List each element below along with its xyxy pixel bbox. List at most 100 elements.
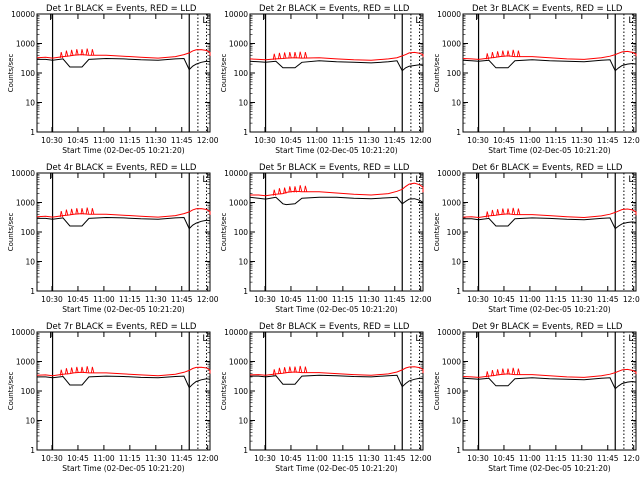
y-tick-label: 1	[456, 446, 461, 455]
x-tick-label: 12:00	[623, 454, 640, 463]
y-tick-label: 10000	[437, 169, 461, 178]
lld-spike	[64, 209, 69, 216]
series-line-lld	[36, 208, 211, 218]
lld-spike	[283, 52, 287, 59]
x-tick-label: 10:45	[493, 136, 515, 145]
lld-spike	[293, 366, 297, 373]
series-line-events	[37, 375, 211, 389]
lld-spike	[283, 367, 287, 374]
x-tick-label: 11:30	[145, 136, 167, 145]
x-tick-label: 10:30	[254, 295, 276, 304]
plot-frame	[36, 172, 211, 292]
x-tick-label: 10:30	[467, 295, 489, 304]
x-tick-label: 10:45	[280, 136, 302, 145]
y-tick-label: 100	[21, 228, 36, 237]
lld-spike	[516, 50, 521, 57]
x-tick-label: 11:45	[384, 136, 406, 145]
detector-panel-2: Det 2r BLACK = Events, RED = LLD 1 10 100 10…	[220, 4, 432, 155]
lld-spike	[293, 51, 297, 59]
lld-spike	[303, 185, 308, 192]
lld-spike	[64, 50, 69, 57]
series-line-events	[462, 59, 637, 72]
y-tick-label: 10	[451, 258, 461, 267]
y-tick-label: 10000	[224, 10, 248, 19]
x-tick-label: 12:00	[197, 295, 219, 304]
y-tick-label: 100	[447, 387, 462, 396]
y-tick-label: 10000	[224, 169, 248, 178]
x-tick-label: 11:15	[332, 295, 354, 304]
lld-spike	[485, 371, 490, 378]
detector-panel-5: Det 5r BLACK = Events, RED = LLD 1 10 100 10…	[220, 163, 432, 314]
x-tick-label: 11:45	[171, 136, 193, 145]
y-tick-label: 10000	[437, 328, 461, 337]
y-axis-label: Counts/sec	[433, 213, 441, 252]
lld-spike	[516, 368, 521, 375]
x-tick-label: 11:15	[545, 454, 567, 463]
y-tick-label: 10	[25, 258, 35, 267]
lld-spike	[506, 50, 510, 57]
plot-frame	[249, 13, 424, 133]
y-tick-label: 1	[456, 128, 461, 137]
y-axis-label: Counts/sec	[220, 372, 228, 411]
x-tick-label: 10:45	[493, 295, 515, 304]
lld-spike	[59, 51, 64, 59]
l-marker: L	[628, 16, 633, 26]
series-line-lld	[249, 366, 424, 376]
series-line-events	[463, 217, 637, 230]
lld-spike	[90, 208, 95, 215]
plot-frame	[462, 13, 637, 133]
x-tick-label: 10:30	[254, 136, 276, 145]
x-tick-label: 12:00	[197, 454, 219, 463]
x-tick-label: 12:00	[410, 295, 432, 304]
panel-title: Det 2r BLACK = Events, RED = LLD	[259, 4, 410, 14]
y-tick-label: 10000	[11, 328, 35, 337]
x-tick-label: 10:45	[280, 454, 302, 463]
y-tick-label: 100	[234, 387, 249, 396]
y-axis-label: Counts/sec	[7, 372, 15, 411]
y-tick-label: 1	[30, 128, 35, 137]
lld-spike	[64, 368, 69, 375]
x-axis-label: Start Time (02-Dec-05 10:21:20)	[275, 464, 397, 473]
x-tick-label: 11:45	[384, 454, 406, 463]
y-tick-label: 1000	[442, 199, 461, 208]
x-axis-label: Start Time (02-Dec-05 10:21:20)	[62, 464, 184, 473]
lld-spike	[277, 188, 282, 195]
lld-spike	[59, 369, 64, 376]
x-tick-label: 11:15	[119, 295, 141, 304]
x-tick-label: 11:30	[571, 454, 593, 463]
y-axis-label: Counts/sec	[220, 213, 228, 252]
lld-spike	[272, 53, 277, 60]
x-tick-label: 10:30	[467, 136, 489, 145]
lld-spike	[75, 366, 79, 374]
x-tick-label: 11:45	[171, 295, 193, 304]
lld-spike	[70, 49, 74, 57]
x-axis-label: Start Time (02-Dec-05 10:21:20)	[488, 146, 610, 155]
x-axis-label: Start Time (02-Dec-05 10:21:20)	[62, 305, 184, 314]
y-tick-label: 10000	[11, 169, 35, 178]
x-axis-label: Start Time (02-Dec-05 10:21:20)	[275, 146, 397, 155]
x-tick-label: 11:45	[384, 295, 406, 304]
l-marker: L	[628, 334, 633, 344]
lld-spike	[75, 208, 79, 215]
x-tick-label: 10:30	[254, 454, 276, 463]
plot-frame	[462, 331, 637, 451]
lld-spike	[490, 51, 495, 59]
panel-title: Det 7r BLACK = Events, RED = LLD	[46, 322, 197, 332]
x-tick-label: 10:45	[67, 136, 89, 145]
lld-spike	[496, 51, 500, 58]
x-tick-label: 11:30	[358, 136, 380, 145]
panel-title: Det 4r BLACK = Events, RED = LLD	[46, 163, 197, 173]
y-tick-label: 1	[30, 287, 35, 296]
x-tick-label: 11:15	[545, 295, 567, 304]
x-tick-label: 11:00	[93, 454, 115, 463]
series-line-lld	[462, 50, 637, 60]
lld-spike	[490, 209, 495, 217]
series-line-lld	[250, 182, 424, 197]
x-tick-label: 11:00	[306, 454, 328, 463]
y-tick-label: 10	[451, 99, 461, 108]
lld-spike	[277, 367, 282, 375]
y-tick-label: 10	[238, 99, 248, 108]
plot-frame	[36, 331, 211, 451]
